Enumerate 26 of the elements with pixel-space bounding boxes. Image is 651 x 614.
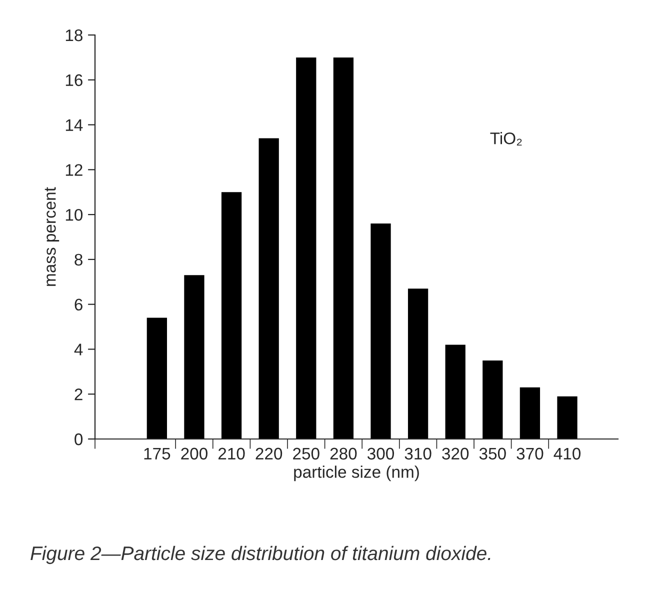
y-tick-label: 10 xyxy=(66,208,83,221)
x-tick-label: 280 xyxy=(330,448,357,460)
caption: Figure 2—Particle size distribution of titanium dioxide. xyxy=(30,546,490,564)
y-tick-label: 14 xyxy=(66,119,83,131)
y-tick-label: 16 xyxy=(66,74,82,86)
x-tick-label: 200 xyxy=(181,448,208,460)
x-axis-title: particle size (nm) xyxy=(294,466,419,482)
x-tick-label: 175 xyxy=(144,448,170,460)
x-tick-label: 310 xyxy=(404,448,432,460)
x-tick-label: 370 xyxy=(516,448,544,460)
y-axis-title: mass percent xyxy=(44,187,60,286)
y-tick-label: 8 xyxy=(74,254,82,266)
y-tick-label: 18 xyxy=(66,29,82,42)
y-tick-label: 4 xyxy=(74,344,83,356)
y-tick-label: 12 xyxy=(66,164,82,176)
x-tick-label: 220 xyxy=(256,448,282,460)
x-tick-label: 300 xyxy=(367,448,394,460)
x-tick-label: 320 xyxy=(442,448,469,460)
x-tick-label: 410 xyxy=(554,448,581,460)
x-tick-label: 350 xyxy=(479,448,506,460)
y-tick-label: 6 xyxy=(74,298,82,311)
annotation: TiO₂ xyxy=(490,132,522,146)
y-tick-label: 2 xyxy=(74,388,82,400)
x-tick-label: 210 xyxy=(218,448,245,460)
x-tick-label: 250 xyxy=(293,448,320,460)
y-tick-label: 0 xyxy=(74,433,83,446)
